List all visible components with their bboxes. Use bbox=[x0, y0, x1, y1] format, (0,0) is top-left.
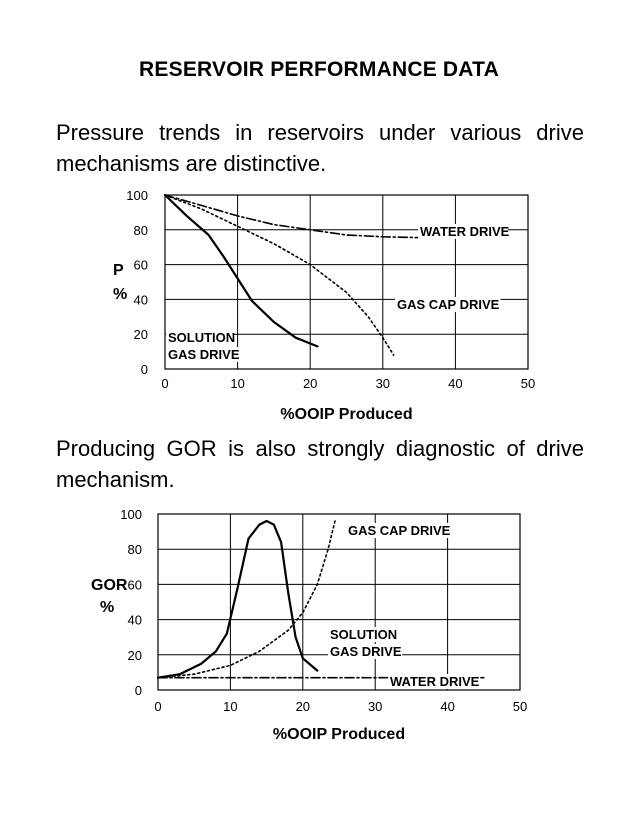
chart2-x-tick-label: 20 bbox=[296, 699, 310, 714]
chart1-x-tick-label: 10 bbox=[230, 376, 244, 391]
chart2-x-tick-label: 50 bbox=[513, 699, 527, 714]
chart1-y-tick-label: 80 bbox=[134, 223, 148, 238]
chart2-annotation-bg bbox=[328, 627, 395, 642]
chart1-annotation-bg bbox=[395, 297, 501, 312]
chart1-y-tick-label: 60 bbox=[134, 258, 148, 273]
chart1-series-solution-gas-drive bbox=[163, 193, 319, 348]
chart1-x-axis-label: %OOIP Produced bbox=[280, 406, 412, 423]
chart1-y-tick-label: 20 bbox=[134, 327, 148, 342]
chart1-annotation-bg bbox=[418, 224, 508, 239]
chart1-series-gas-cap-drive bbox=[164, 194, 395, 356]
chart2-annotation-gas-drive: GAS DRIVE bbox=[330, 644, 402, 659]
chart2-plot-frame bbox=[157, 513, 521, 691]
chart2-x-tick-label: 10 bbox=[223, 699, 237, 714]
chart1-annotation-gas-cap-drive: GAS CAP DRIVE bbox=[397, 297, 500, 312]
chart1-annotation-bg bbox=[166, 347, 241, 362]
chart1-annotation-bg bbox=[166, 330, 233, 345]
chart2-annotation-water-drive: WATER DRIVE bbox=[390, 674, 480, 689]
chart2-x-tick-label: 30 bbox=[368, 699, 382, 714]
intro-paragraph: Pressure trends in reservoirs under vari… bbox=[56, 120, 584, 176]
chart2-x-tick-label: 0 bbox=[154, 699, 161, 714]
page-title: RESERVOIR PERFORMANCE DATA bbox=[139, 58, 499, 81]
chart1-x-tick-label: 0 bbox=[161, 376, 168, 391]
chart1-y-axis-label: P bbox=[113, 262, 124, 279]
chart2-y-tick-label: 0 bbox=[135, 683, 142, 698]
chart2-y-tick-label: 40 bbox=[128, 613, 142, 628]
chart1-y-axis-label: % bbox=[113, 286, 127, 303]
chart2-y-tick-label: 100 bbox=[120, 507, 142, 522]
chart2-y-tick-label: 60 bbox=[128, 577, 142, 592]
chart2-annotation-bg bbox=[388, 674, 478, 689]
chart1-y-tick-label: 40 bbox=[134, 292, 148, 307]
chart2-y-tick-label: 20 bbox=[128, 648, 142, 663]
chart2-y-tick-label: 80 bbox=[128, 542, 142, 557]
chart1-y-tick-label: 100 bbox=[126, 188, 148, 203]
chart2-annotation-gas-cap-drive: GAS CAP DRIVE bbox=[348, 523, 451, 538]
chart1-y-tick-label: 0 bbox=[141, 362, 148, 377]
chart1-annotation-gas-drive: GAS DRIVE bbox=[168, 347, 240, 362]
chart1-plot-frame bbox=[164, 194, 529, 370]
chart2-x-axis-label: %OOIP Produced bbox=[273, 726, 405, 743]
chart2-annotation-bg bbox=[346, 523, 452, 538]
gor-paragraph: Producing GOR is also strongly diagnosti… bbox=[56, 436, 584, 492]
chart1-x-tick-label: 50 bbox=[521, 376, 535, 391]
chart2-y-axis-label: GOR bbox=[91, 577, 128, 594]
chart1-annotation-solution: SOLUTION bbox=[168, 330, 235, 345]
chart2-series-gas-cap-drive bbox=[157, 518, 337, 679]
chart2-annotation-bg bbox=[328, 644, 403, 659]
chart1-x-tick-label: 20 bbox=[303, 376, 317, 391]
chart1-annotation-water-drive: WATER DRIVE bbox=[420, 224, 510, 239]
chart1-x-tick-label: 40 bbox=[448, 376, 462, 391]
chart2-series-solution-gas-drive bbox=[156, 519, 319, 679]
chart2-y-axis-label: % bbox=[100, 599, 114, 616]
chart2-annotation-solution: SOLUTION bbox=[330, 627, 397, 642]
chart1-x-tick-label: 30 bbox=[376, 376, 390, 391]
chart2-x-tick-label: 40 bbox=[440, 699, 454, 714]
